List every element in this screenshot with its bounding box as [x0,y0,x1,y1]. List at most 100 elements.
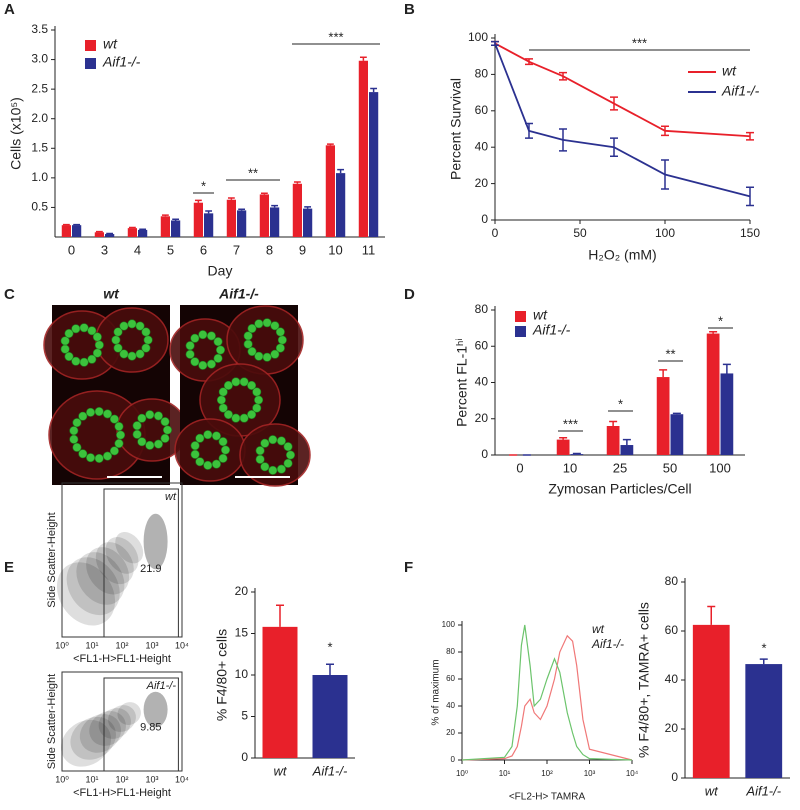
x-tick-label: 9 [299,242,306,257]
y-tick-label: 60 [475,103,489,117]
x-tick-label: Aif1-/- [745,783,781,798]
x-tick-label: 10⁴ [626,769,639,778]
error-bar [609,420,618,426]
x-tick-label: 5 [167,242,174,257]
particle [254,395,264,405]
density [79,713,121,753]
y-tick-label: 10 [235,667,249,681]
particle [247,323,257,333]
legend-label: wt [592,622,605,636]
particle [218,387,228,397]
particle [87,354,97,364]
cell [239,423,311,487]
flow-x-tick-label: 10¹ [85,640,98,650]
particle [198,360,208,370]
particle [262,318,272,328]
bar [72,225,82,237]
particle [285,450,295,460]
significance-label: *** [328,29,343,44]
particle [119,321,129,331]
series-line [461,624,633,761]
density [61,719,111,767]
y-axis-label: Percent Survival [448,78,464,180]
bar [270,207,280,237]
error-bar [622,438,631,446]
particle [270,349,280,359]
bar [692,624,730,778]
particle [211,459,221,469]
particle [69,426,79,436]
particle [190,441,200,451]
particle [252,403,262,413]
particle [71,356,81,366]
particle [153,411,163,421]
flow-y-label: Side Scatter-Height [46,512,58,607]
panel-label: F [404,559,413,576]
particle [203,430,213,440]
legend-swatch [515,311,526,322]
bar [292,183,302,237]
y-tick-label: 0 [241,750,248,764]
error-bar [337,168,345,174]
micrograph [43,305,188,485]
particle [206,359,216,369]
particle [135,321,145,331]
error-bar [759,658,768,665]
y-tick-label: 20 [235,584,249,598]
particle [160,417,170,427]
particle [247,347,257,357]
x-tick-label: 8 [266,242,273,257]
x-tick-label: 0 [492,226,499,240]
particle [213,353,223,363]
micrograph [169,305,311,487]
y-tick-label: 80 [665,574,679,588]
error-bar [271,204,279,208]
error-bar [194,199,202,203]
y-tick-label: 60 [446,674,455,683]
particle [64,328,74,338]
significance-label: * [327,639,332,654]
legend-label: wt [722,63,737,79]
particle [190,333,200,343]
flow-x-tick-label: 10⁴ [175,640,189,650]
particle [72,442,82,452]
bar [61,225,71,237]
flow-x-tick-label: 10⁴ [175,774,189,784]
x-tick-label: 4 [134,242,141,257]
particle [223,380,233,390]
particle [218,453,228,463]
particle [247,410,257,420]
error-bar [722,363,731,374]
error-bar [227,197,235,200]
x-tick-label: 0 [516,460,523,475]
particle [218,403,228,413]
bar [259,194,269,237]
x-axis-label: H₂O₂ (mM) [588,247,656,263]
particle [127,319,137,329]
particle [268,435,278,445]
x-tick-label: 0 [68,242,75,257]
y-axis-label: % F4/80+ cells [214,629,230,721]
y-tick-label: 0.5 [31,200,48,214]
gate [103,488,179,638]
flow-x-tick-label: 10³ [145,640,158,650]
particle [60,336,70,346]
density [143,691,168,728]
particle [247,380,257,390]
bar [720,373,734,455]
particle [145,440,155,450]
x-tick-label: 100 [709,460,731,475]
y-tick-label: 0 [481,447,488,461]
y-tick-label: 0 [671,770,678,784]
flow-x-tick-label: 10³ [145,774,158,784]
y-tick-label: 80 [475,302,489,316]
density [70,716,116,760]
significance-label: * [201,178,206,193]
particle [103,409,113,419]
y-axis-label: Cells (x10⁵) [8,97,24,170]
density [56,562,116,626]
particle [64,352,74,362]
error-bar [62,223,70,226]
error-bar [106,232,114,235]
particle [71,324,81,334]
